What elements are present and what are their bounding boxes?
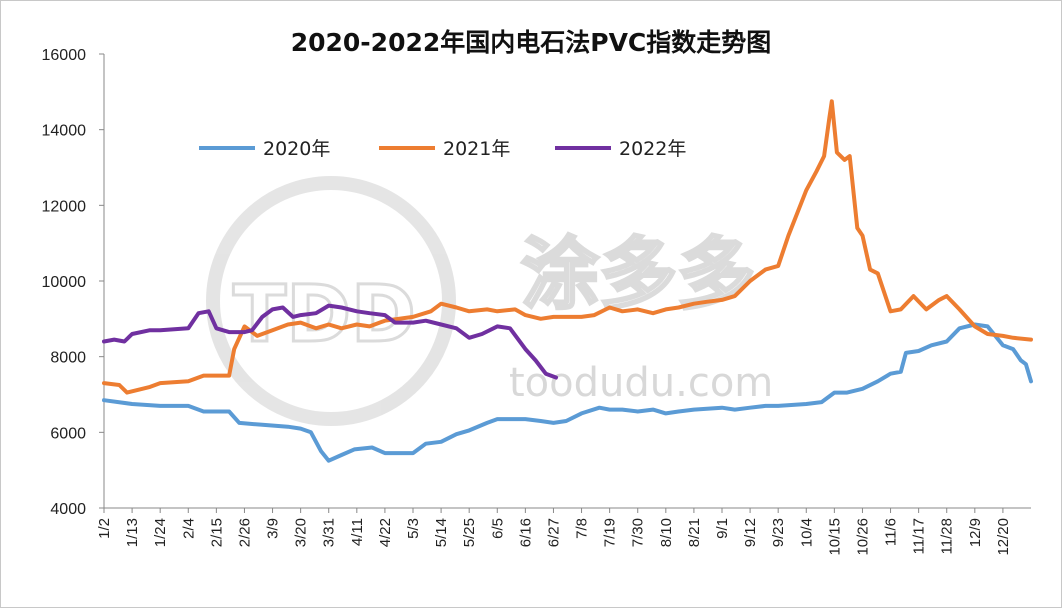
- x-tick-label: 8/10: [658, 518, 675, 547]
- x-tick-label: 8/21: [686, 518, 703, 547]
- x-tick-label: 9/12: [742, 518, 759, 547]
- chart-title: 2020-2022年国内电石法PVC指数走势图: [291, 28, 772, 57]
- x-tick-label: 9/23: [770, 518, 787, 547]
- x-tick-label: 10/4: [798, 518, 815, 547]
- x-tick-label: 6/5: [489, 518, 506, 539]
- x-tick-label: 3/31: [321, 518, 338, 547]
- x-tick-label: 11/28: [939, 518, 956, 554]
- x-tick-label: 1/2: [96, 518, 113, 539]
- watermark-logo-text: TDD: [233, 270, 416, 360]
- y-tick-label: 6000: [50, 425, 86, 442]
- x-tick-label: 7/30: [630, 518, 647, 547]
- watermark-site: toodudu.com: [509, 360, 773, 406]
- watermark: TDD 涂多多 toodudu.com: [206, 176, 773, 426]
- x-tick-label: 4/11: [349, 518, 366, 546]
- watermark-logo-circle: [206, 176, 456, 426]
- legend-label-3: 2022年: [619, 138, 686, 160]
- x-tick-label: 2/26: [236, 518, 253, 547]
- series-line-2: [102, 99, 1033, 395]
- x-tick-label: 5/14: [433, 518, 450, 547]
- x-tick-label: 12/20: [995, 518, 1012, 556]
- legend-label-1: 2020年: [263, 138, 330, 160]
- series-line-1: [102, 322, 1033, 463]
- x-tick-label: 2/15: [208, 518, 225, 547]
- legend-label-2: 2021年: [443, 138, 510, 160]
- x-tick-label: 12/9: [967, 518, 984, 547]
- x-tick-label: 11/17: [911, 518, 928, 554]
- x-tick-label: 7/19: [602, 518, 619, 547]
- x-tick-label: 2/4: [180, 518, 197, 539]
- x-tick-label: 6/16: [517, 518, 534, 547]
- series-line-3: [102, 303, 558, 380]
- series-layer: [102, 99, 1033, 463]
- x-tick-label: 5/3: [405, 518, 422, 539]
- x-tick-label: 4/22: [377, 518, 394, 547]
- x-tick-label: 1/13: [124, 518, 141, 547]
- legend: 2020年 2021年 2022年: [199, 138, 686, 160]
- x-tick-label: 3/20: [293, 518, 310, 547]
- y-tick-label: 16000: [42, 47, 87, 64]
- x-tick-label: 6/27: [545, 518, 562, 547]
- y-tick-label: 8000: [50, 350, 86, 367]
- x-tick-label: 9/1: [714, 518, 731, 539]
- y-tick-label: 12000: [42, 198, 87, 215]
- x-tick-label: 5/25: [461, 518, 478, 547]
- x-tick-label: 11/6: [883, 518, 900, 546]
- x-tick-label: 3/9: [265, 518, 282, 539]
- y-tick-label: 14000: [42, 123, 87, 140]
- watermark-brand: 涂多多: [521, 230, 755, 320]
- x-tick-label: 10/15: [826, 518, 843, 556]
- x-tick-label: 7/8: [574, 518, 591, 539]
- axes: 4000 6000 8000 10000 12000 14000 16000 1/2 1/13 1…: [42, 47, 1031, 556]
- x-tick-label: 10/26: [854, 518, 871, 556]
- y-tick-label: 4000: [50, 501, 86, 518]
- x-tick-label: 1/24: [152, 518, 169, 547]
- y-tick-label: 10000: [42, 274, 87, 291]
